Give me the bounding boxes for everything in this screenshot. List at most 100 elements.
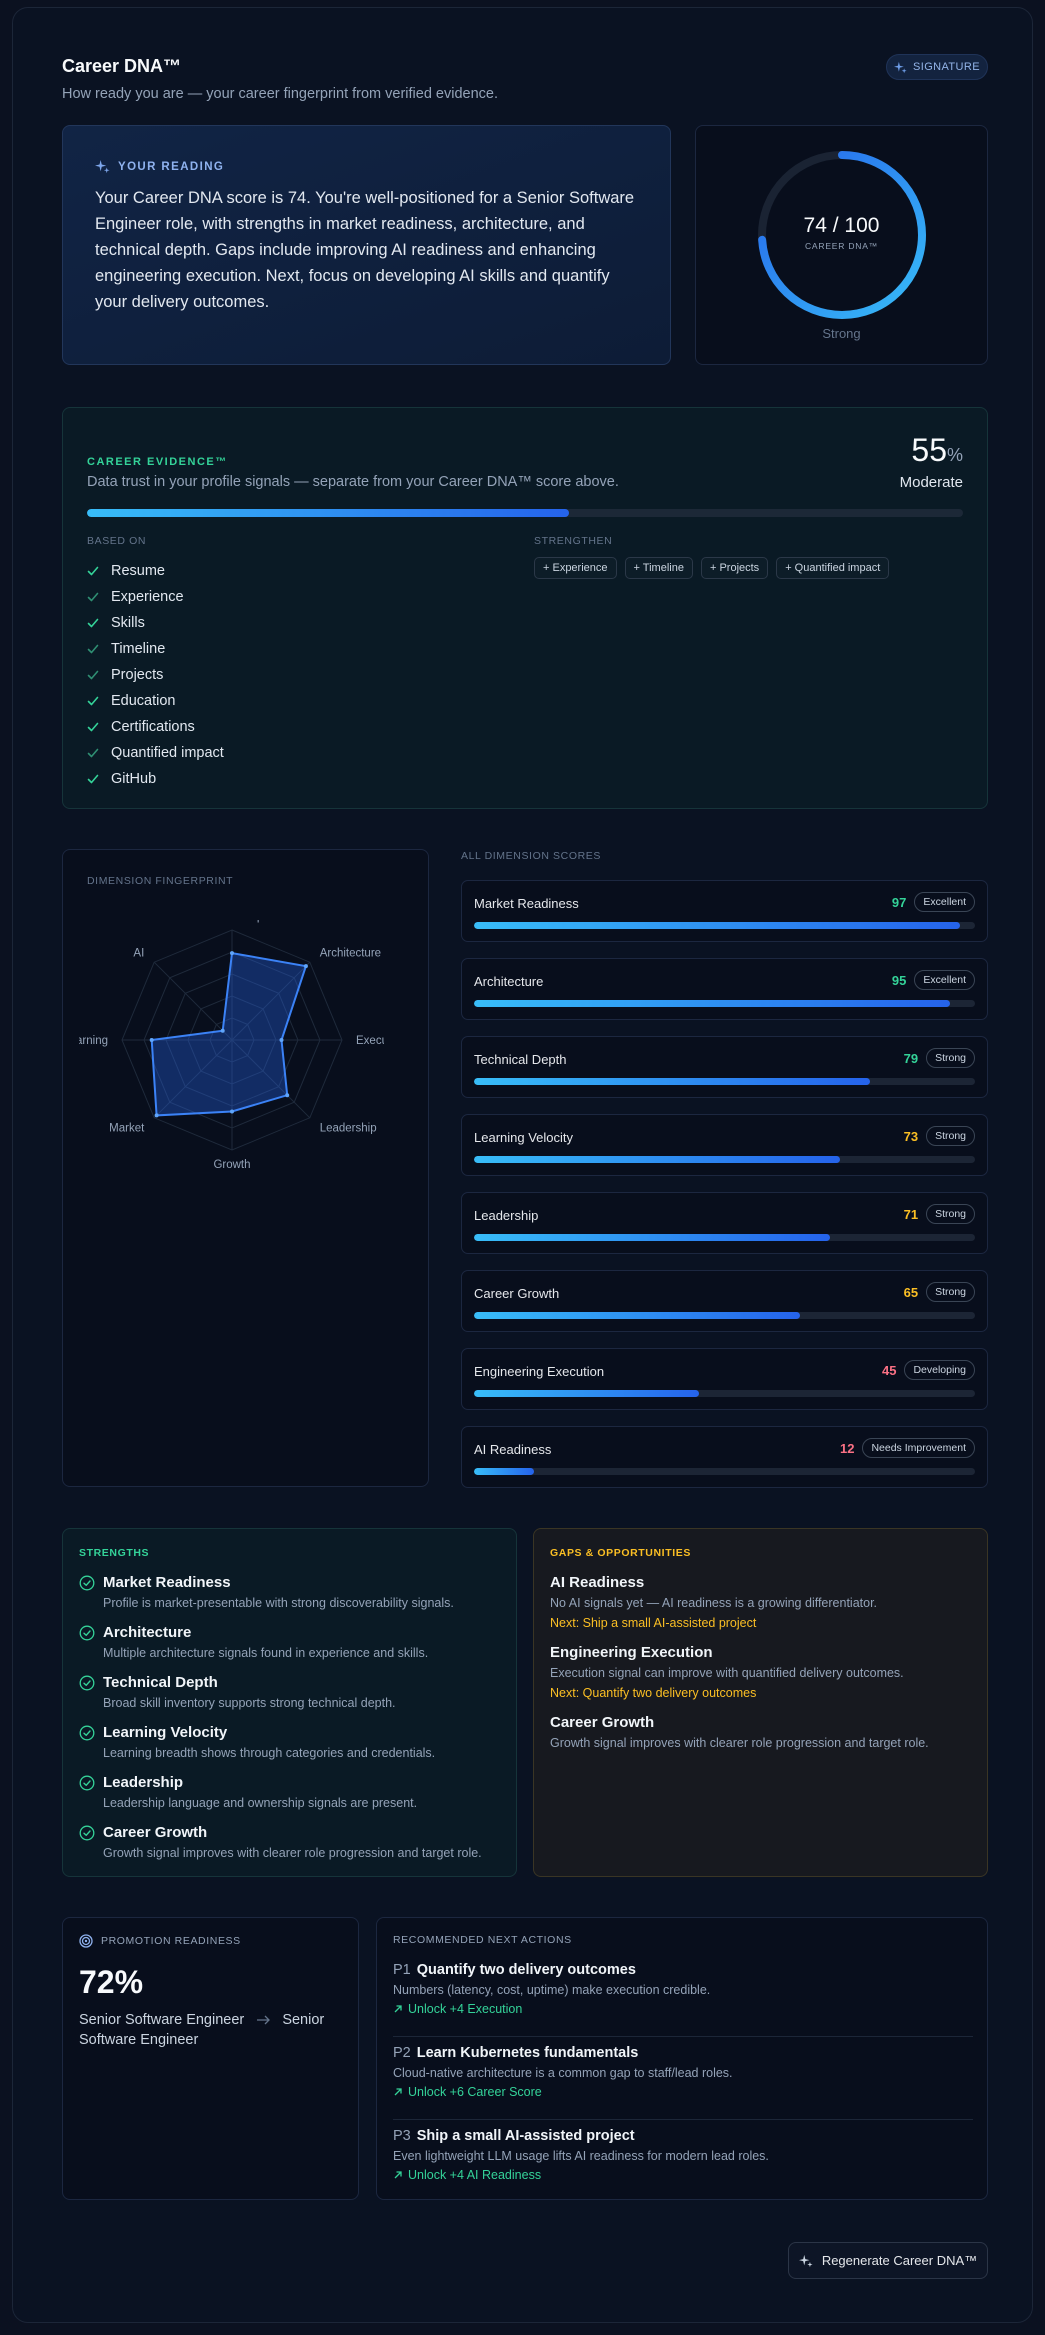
dimension-name: Technical Depth (474, 1052, 567, 1067)
strength-description: Broad skill inventory supports strong te… (103, 1696, 396, 1710)
strength-item: Career Growth Growth signal improves with… (79, 1824, 482, 1860)
radar-axis (231, 961, 311, 1041)
evidence-percent-value: 55 (911, 432, 947, 468)
gap-next-step[interactable]: Next: Ship a small AI-assisted project (550, 1616, 757, 1630)
strengthen-chip[interactable]: + Experience (534, 557, 617, 579)
based-on-item: GitHub (87, 766, 224, 792)
strength-title: Career Growth (103, 1824, 208, 1841)
strength-description: Profile is market-presentable with stron… (103, 1596, 454, 1610)
action-title: P3 Ship a small AI-assisted project (393, 2128, 973, 2144)
radar-point (230, 1109, 234, 1114)
arrow-up-right-icon (394, 2171, 402, 2179)
strength-title: Architecture (103, 1624, 192, 1641)
radar-axis-label: Growth (213, 1159, 250, 1171)
strengthen-chip[interactable]: + Quantified impact (776, 557, 890, 579)
strength-item: Architecture Multiple architecture signal… (79, 1624, 428, 1660)
score-value: 74 / 100 (803, 214, 880, 237)
action-priority: P3 (393, 2128, 411, 2144)
dimension-badge: Excellent (914, 892, 975, 912)
action-divider (393, 2119, 973, 2120)
check-icon (87, 644, 99, 654)
dimension-score: 65 (903, 1284, 919, 1300)
strength-text: Market Readiness Profile is market-presen… (103, 1574, 454, 1610)
score-level: Strong (822, 326, 861, 341)
action-unlock: Unlock +4 Execution (393, 2002, 973, 2016)
check-icon (87, 722, 99, 732)
action-unlock-text: Unlock +4 AI Readiness (408, 2168, 542, 2182)
strength-text: Technical Depth Broad skill inventory sup… (103, 1674, 396, 1710)
check-circle-icon (79, 1575, 95, 1591)
radar-chart: Technical Depth Architecture Execution Lead… (79, 920, 384, 1171)
strength-title: Leadership (103, 1774, 184, 1791)
radar-point (303, 964, 308, 969)
regenerate-button[interactable]: Regenerate Career DNA™ (788, 2242, 988, 2279)
actions-label: RECOMMENDED NEXT ACTIONS (393, 1934, 572, 1946)
action-unlock: Unlock +4 AI Readiness (393, 2168, 973, 2182)
dimension-name: Market Readiness (474, 896, 579, 911)
gap-next-step[interactable]: Next: Quantify two delivery outcomes (550, 1686, 757, 1700)
dimension-bar-fill (474, 1312, 800, 1319)
promotion-label: PROMOTION READINESS (79, 1934, 241, 1948)
dimension-bar (474, 1234, 975, 1241)
check-icon (87, 592, 99, 602)
arrow-up-right-icon (394, 2005, 402, 2013)
score-ring-arc (758, 151, 926, 319)
fingerprint-label: DIMENSION FINGERPRINT (87, 875, 234, 887)
dimension-card: Architecture 95 Excellent (461, 958, 988, 1020)
strength-item: Technical Depth Broad skill inventory sup… (79, 1674, 396, 1710)
strength-text: Architecture Multiple architecture signal… (103, 1624, 428, 1660)
action-title-text: Quantify two delivery outcomes (416, 1962, 636, 1978)
dimension-scores-label: ALL DIMENSION SCORES (461, 850, 601, 862)
score-card: 74 / 100 CAREER DNA™ Strong (695, 125, 988, 365)
strength-text: Career Growth Growth signal improves with… (103, 1824, 482, 1860)
strengths-card: STRENGTHS Market Readiness Profile is mar… (62, 1528, 517, 1877)
action-title: P2 Learn Kubernetes fundamentals (393, 2045, 973, 2061)
gap-description: No AI signals yet — AI readiness is a gr… (550, 1596, 878, 1610)
evidence-description: Data trust in your profile signals — sep… (87, 474, 619, 490)
based-on-item-label: Certifications (111, 719, 195, 735)
based-on-label: BASED ON (87, 535, 147, 547)
dimension-score-group: 95 Excellent (892, 970, 975, 990)
radar-axis-label: Learning (79, 1035, 108, 1047)
dimension-badge: Developing (904, 1360, 975, 1380)
recommended-actions-card: RECOMMENDED NEXT ACTIONS P1 Quantify two … (376, 1917, 988, 2200)
action-item[interactable]: P2 Learn Kubernetes fundamentals Cloud-nat… (393, 2045, 973, 2099)
dimension-score: 73 (903, 1128, 919, 1144)
regenerate-label: Regenerate Career DNA™ (821, 2253, 978, 2268)
dimension-bar-fill (474, 1390, 700, 1397)
action-item[interactable]: P1 Quantify two delivery outcomes Numbers … (393, 1962, 973, 2016)
gaps-label: GAPS & OPPORTUNITIES (550, 1547, 691, 1559)
dimension-score: 79 (903, 1050, 919, 1066)
action-description: Numbers (latency, cost, uptime) make exe… (393, 1983, 711, 1997)
arrow-right-icon (257, 2015, 271, 2025)
strengthen-chip[interactable]: + Timeline (624, 557, 693, 579)
radar-data-area (150, 951, 308, 1117)
based-on-item: Resume (87, 558, 224, 584)
dimension-bar (474, 1156, 975, 1163)
evidence-progress-bar (87, 509, 963, 517)
dimension-bar-fill (474, 922, 960, 929)
check-circle-icon (79, 1625, 95, 1641)
gap-description: Execution signal can improve with quanti… (550, 1666, 904, 1680)
check-icon (87, 566, 99, 576)
action-item[interactable]: P3 Ship a small AI-assisted project Even l… (393, 2128, 973, 2182)
radar-point (230, 951, 234, 956)
based-on-item-label: Experience (111, 589, 184, 605)
evidence-progress-fill (87, 509, 569, 517)
dimension-bar (474, 1000, 975, 1007)
radar-point (279, 1038, 284, 1042)
gap-description: Growth signal improves with clearer role… (550, 1736, 929, 1750)
check-circle-icon (79, 1725, 95, 1741)
radar-axis (231, 1039, 311, 1119)
promotion-path: Senior Software Engineer Senior Software… (79, 2010, 339, 2050)
action-title-text: Ship a small AI-assisted project (416, 2128, 635, 2144)
dimension-fingerprint-card: DIMENSION FINGERPRINT Technical Depth Arc… (62, 849, 429, 1487)
strength-description: Multiple architecture signals found in e… (103, 1646, 429, 1660)
page-subtitle: How ready you are — your career fingerpr… (62, 86, 498, 102)
strengthen-chip[interactable]: + Projects (700, 557, 769, 579)
radar-axis-label: Execution (356, 1035, 384, 1047)
dimension-card: AI Readiness 12 Needs Improvement (461, 1426, 988, 1488)
dimension-score: 95 (891, 972, 907, 988)
target-icon (79, 1934, 93, 1948)
strength-text: Leadership Leadership language and owners… (103, 1774, 417, 1810)
